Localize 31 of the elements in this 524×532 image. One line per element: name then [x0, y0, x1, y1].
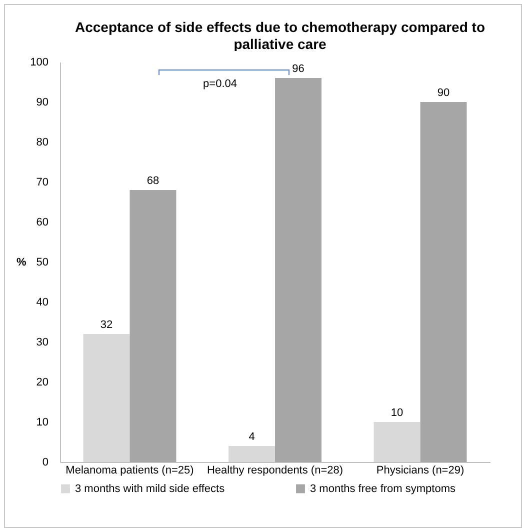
- y-tick-label: 100: [30, 56, 48, 68]
- legend-label: 3 months with mild side effects: [75, 482, 226, 495]
- y-tick-label: 20: [36, 376, 48, 388]
- y-tick-label: 90: [36, 96, 48, 108]
- y-tick-label: 50: [36, 256, 48, 268]
- chart-title: Acceptance of side effects due to chemotherapy compared to palliative care: [74, 19, 486, 53]
- y-axis-title: %: [16, 256, 26, 268]
- bar: [228, 446, 275, 462]
- legend-label: 3 months free from symptoms: [310, 482, 456, 495]
- data-label: 4: [248, 431, 255, 443]
- bar: [374, 422, 420, 462]
- bar: [130, 190, 176, 462]
- x-tick-label: Healthy respondents (n=28): [206, 464, 344, 476]
- y-tick-label: 80: [36, 136, 48, 148]
- x-tick-label: Melanoma patients (n=25): [66, 464, 194, 476]
- y-tick-label: 30: [36, 336, 48, 348]
- y-tick-label: 10: [36, 416, 48, 428]
- x-tick-label: Physicians (n=29): [376, 464, 464, 476]
- data-label: 90: [437, 87, 450, 99]
- bar: [83, 334, 130, 462]
- data-label: 10: [390, 407, 404, 419]
- y-tick-label: 70: [36, 176, 48, 188]
- data-label: 96: [292, 63, 304, 75]
- bar: [275, 78, 322, 462]
- data-label: 32: [100, 319, 113, 331]
- y-tick-label: 0: [42, 456, 48, 468]
- data-label: 68: [146, 175, 160, 187]
- bar: [420, 102, 467, 462]
- annotation: p=0.04: [203, 78, 237, 90]
- y-tick-label: 60: [36, 216, 48, 228]
- y-tick-label: 40: [36, 296, 48, 308]
